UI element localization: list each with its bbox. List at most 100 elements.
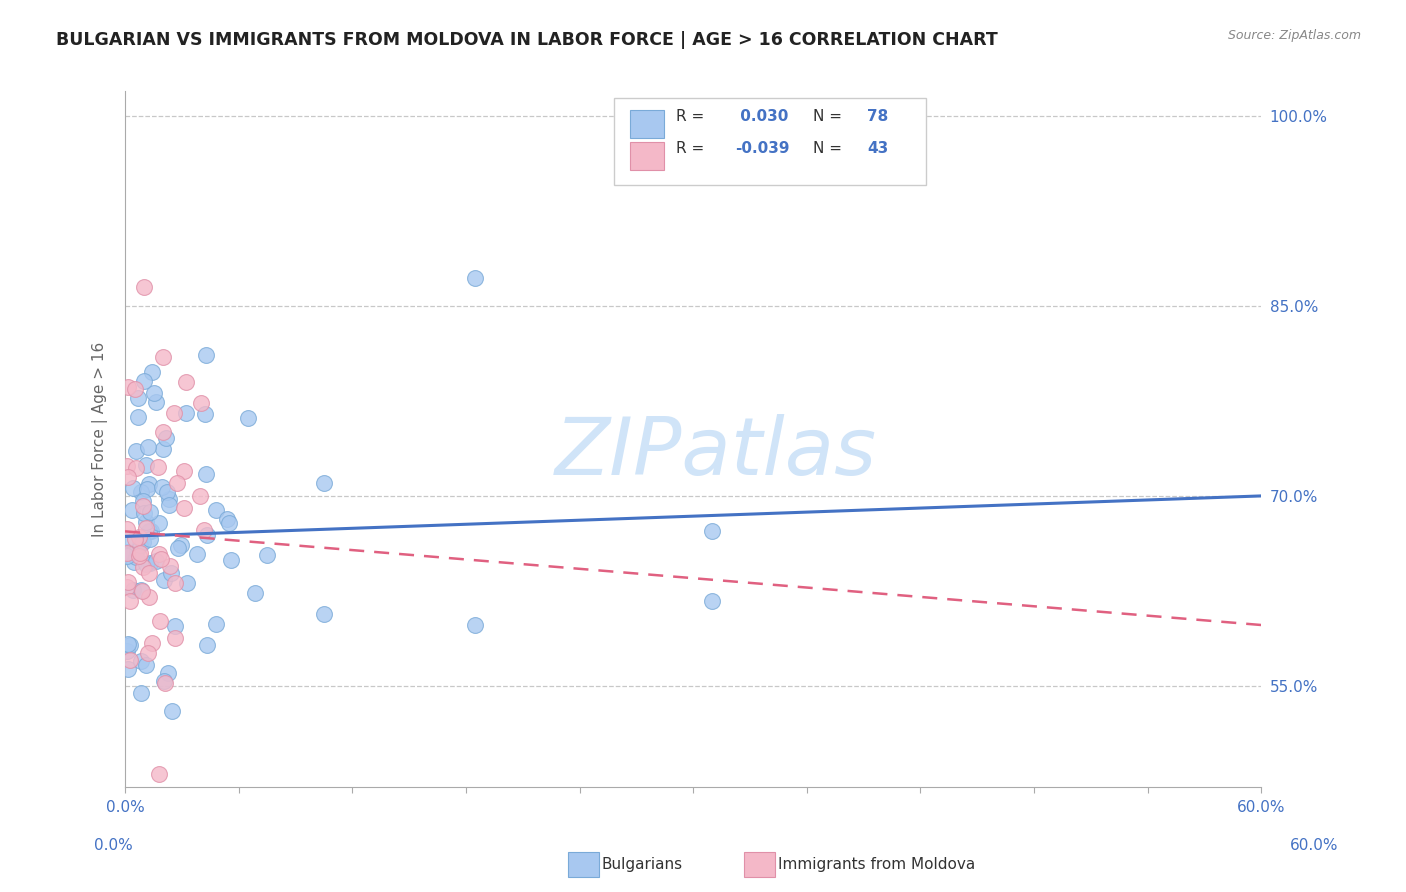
Point <box>124 444 146 458</box>
Point <box>190 396 212 410</box>
Point <box>118 653 141 667</box>
Point <box>136 483 159 497</box>
Point <box>236 411 259 425</box>
Point <box>138 566 160 580</box>
FancyBboxPatch shape <box>613 98 927 185</box>
Point <box>186 547 208 561</box>
Point <box>132 494 155 508</box>
Point <box>117 662 139 676</box>
Point <box>128 539 150 553</box>
Text: BULGARIAN VS IMMIGRANTS FROM MOLDOVA IN LABOR FORCE | AGE > 16 CORRELATION CHART: BULGARIAN VS IMMIGRANTS FROM MOLDOVA IN … <box>56 31 998 49</box>
Text: R =: R = <box>676 109 709 124</box>
Text: Bulgarians: Bulgarians <box>602 857 683 871</box>
Point <box>121 503 143 517</box>
Point <box>700 524 723 539</box>
Point <box>152 574 174 588</box>
Point <box>146 459 169 474</box>
Point <box>141 524 163 539</box>
Text: ZIPatlas: ZIPatlas <box>555 414 877 491</box>
Point <box>125 543 148 558</box>
FancyBboxPatch shape <box>630 111 664 138</box>
Point <box>194 348 217 362</box>
Point <box>256 548 278 562</box>
Point <box>129 583 152 598</box>
Point <box>167 541 190 555</box>
Point <box>115 549 138 563</box>
Point <box>162 704 184 718</box>
Point <box>145 554 167 568</box>
Point <box>145 394 167 409</box>
Point <box>148 767 170 781</box>
Point <box>129 546 152 560</box>
Point <box>135 658 157 673</box>
Point <box>195 528 218 542</box>
Point <box>193 524 215 538</box>
Point <box>117 545 139 559</box>
Point <box>131 583 153 598</box>
Point <box>152 350 174 364</box>
Point <box>117 380 139 394</box>
Point <box>312 476 335 491</box>
Point <box>139 532 162 546</box>
Point <box>132 280 155 294</box>
Point <box>149 552 172 566</box>
Text: 0.0%: 0.0% <box>94 838 134 853</box>
Point <box>160 566 183 580</box>
Point <box>138 591 160 605</box>
Point <box>149 614 172 628</box>
Point <box>115 580 138 594</box>
Point <box>166 476 188 491</box>
Point <box>125 460 148 475</box>
Text: 43: 43 <box>868 141 889 156</box>
Point <box>136 440 159 454</box>
Point <box>205 617 228 632</box>
Point <box>131 484 153 499</box>
Point <box>117 637 139 651</box>
Point <box>115 459 138 474</box>
Point <box>217 512 239 526</box>
Point <box>132 500 155 514</box>
Point <box>128 530 150 544</box>
Point <box>173 464 195 478</box>
Text: Source: ZipAtlas.com: Source: ZipAtlas.com <box>1227 29 1361 42</box>
Point <box>132 534 155 549</box>
Point <box>155 431 177 445</box>
Point <box>125 550 148 565</box>
Point <box>124 382 146 396</box>
Point <box>163 575 186 590</box>
Point <box>163 619 186 633</box>
Point <box>134 515 156 529</box>
Point <box>135 521 157 535</box>
Point <box>169 538 191 552</box>
Point <box>115 532 138 546</box>
Point <box>153 676 176 690</box>
Point <box>117 574 139 589</box>
Point <box>464 271 486 285</box>
Point <box>141 636 163 650</box>
Point <box>176 576 198 591</box>
Point <box>174 406 197 420</box>
Point <box>143 385 166 400</box>
Point <box>163 406 186 420</box>
Point <box>218 516 240 530</box>
Point <box>132 506 155 520</box>
Point <box>115 644 138 658</box>
Point <box>138 524 160 539</box>
Text: -0.039: -0.039 <box>735 141 790 156</box>
Point <box>136 647 159 661</box>
Point <box>243 586 266 600</box>
Point <box>122 481 145 495</box>
Point <box>165 631 187 645</box>
Point <box>129 686 152 700</box>
Point <box>122 555 145 569</box>
Point <box>219 553 242 567</box>
Point <box>128 549 150 563</box>
Text: 0.030: 0.030 <box>735 109 789 124</box>
Text: 60.0%: 60.0% <box>1291 838 1339 853</box>
Point <box>135 458 157 473</box>
Point <box>464 618 486 632</box>
Point <box>157 665 180 680</box>
FancyBboxPatch shape <box>630 143 664 170</box>
Point <box>173 501 195 516</box>
Text: Immigrants from Moldova: Immigrants from Moldova <box>778 857 974 871</box>
